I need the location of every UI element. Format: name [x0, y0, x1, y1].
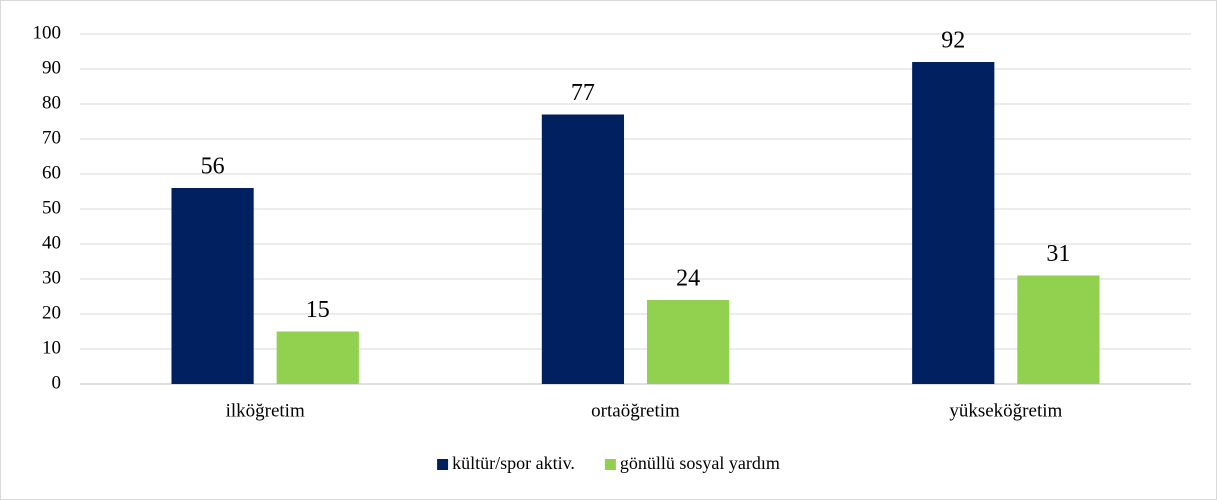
- bar: [646, 300, 730, 384]
- bar: [276, 331, 359, 384]
- bar: [1017, 275, 1100, 384]
- legend-swatch: [437, 459, 449, 470]
- legend-swatch: [604, 459, 616, 470]
- x-tick-label: yükseköğretim: [949, 400, 1062, 421]
- legend-label: gönüllü sosyal yardım: [620, 453, 780, 473]
- data-label: 92: [941, 28, 965, 54]
- y-tick-label: 0: [52, 372, 62, 393]
- y-tick-label: 70: [42, 127, 61, 148]
- y-tick-label: 90: [42, 57, 61, 78]
- bar: [171, 188, 254, 384]
- data-label: 15: [306, 297, 330, 323]
- legend-label: kültür/spor aktiv.: [452, 453, 575, 473]
- y-tick-label: 60: [42, 162, 61, 183]
- y-tick-label: 100: [33, 22, 62, 43]
- x-tick-label: ilköğretim: [226, 400, 305, 421]
- bar: [912, 62, 995, 384]
- data-label: 77: [571, 80, 595, 106]
- data-label: 56: [201, 154, 225, 180]
- y-tick-label: 40: [42, 232, 61, 253]
- y-tick-label: 10: [42, 337, 61, 358]
- y-tick-label: 80: [42, 92, 61, 113]
- bar: [541, 114, 625, 384]
- data-label: 24: [676, 266, 700, 292]
- y-tick-label: 20: [42, 302, 61, 323]
- x-tick-label: ortaöğretim: [591, 400, 680, 421]
- data-label: 31: [1046, 241, 1070, 267]
- y-tick-label: 30: [42, 267, 61, 288]
- y-tick-label: 50: [42, 197, 61, 218]
